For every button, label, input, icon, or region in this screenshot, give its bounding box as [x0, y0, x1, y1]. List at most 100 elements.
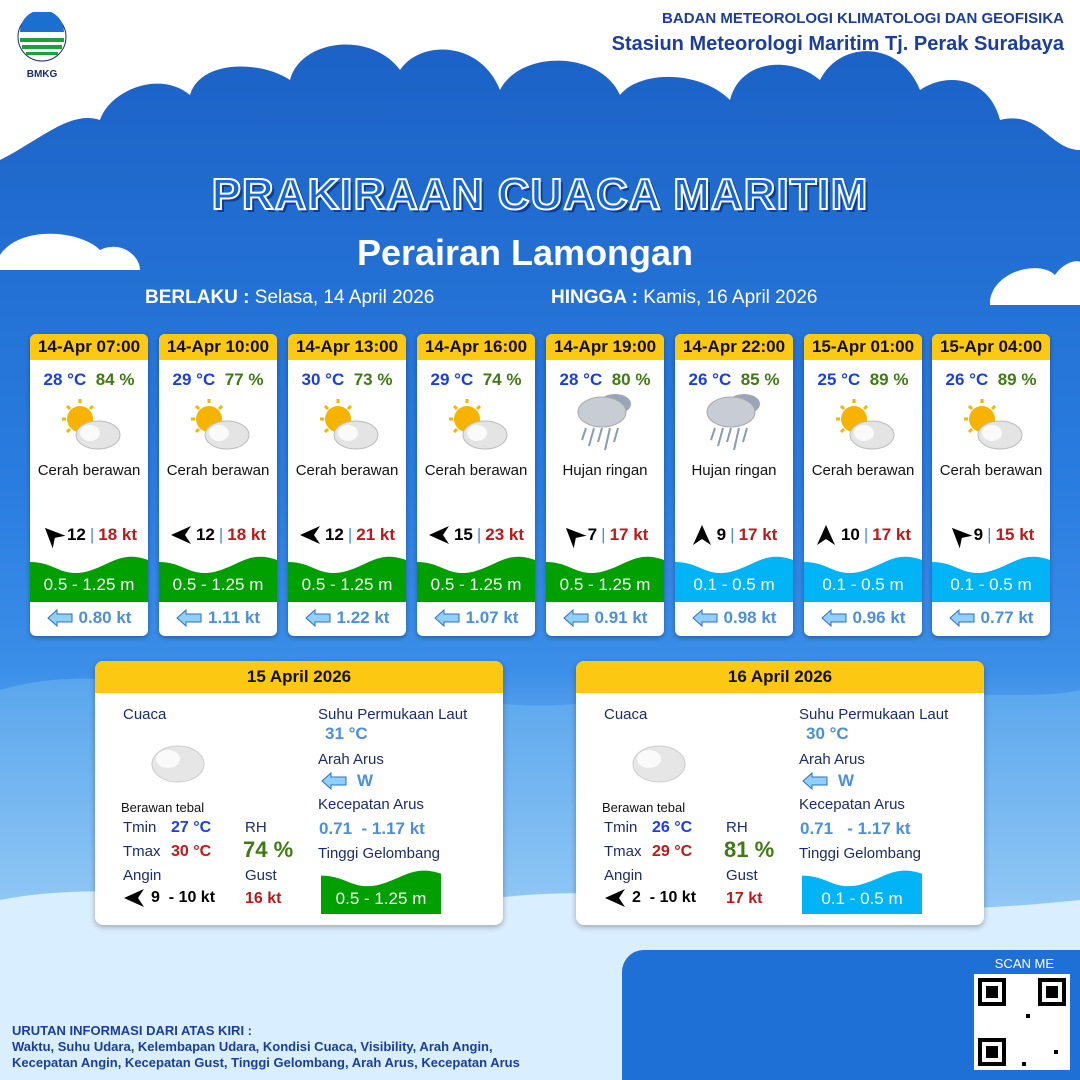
sun-cloud-icon: [30, 390, 148, 460]
forecast-time: 14-Apr 22:00: [675, 334, 793, 360]
wind-info: 9 | 17 kt: [675, 524, 793, 546]
tmin-value: 27 °C: [171, 819, 212, 836]
wind-direction-icon: [124, 889, 144, 907]
wind-info: 9 - 10 kt: [123, 887, 215, 909]
qr-code[interactable]: [974, 974, 1070, 1070]
temp-humidity: 29 °C 77 %: [159, 370, 277, 390]
wave-shape: [321, 866, 441, 918]
temperature: 25 °C: [817, 370, 861, 389]
sun-cloud-icon: [288, 390, 406, 460]
current-info: 0.80 kt: [30, 608, 148, 628]
wave-shape: [288, 552, 406, 602]
valid-from-label: BERLAKU :: [145, 287, 250, 308]
current-direction-label: Arah Arus: [799, 751, 865, 768]
panel-date: 15 April 2026: [95, 661, 503, 693]
forecast-time: 15-Apr 01:00: [804, 334, 922, 360]
forecast-card: 14-Apr 13:00 30 °C 73 % Cerah berawan 12…: [288, 334, 406, 636]
gust-value: 16 kt: [245, 890, 282, 907]
forecast-time: 14-Apr 16:00: [417, 334, 535, 360]
valid-to-date: Kamis, 16 April 2026: [643, 287, 818, 308]
sun-cloud-icon: [932, 390, 1050, 460]
tmin-label: Tmin: [123, 819, 157, 836]
wave-height: 0.5 - 1.25 m: [43, 575, 135, 594]
weather-condition: Berawan tebal: [121, 800, 205, 815]
wind-direction-icon: [816, 525, 835, 545]
weather-condition: Cerah berawan: [166, 462, 270, 479]
gust-label: Gust: [726, 867, 758, 884]
tmin-label: Tmin: [604, 819, 638, 836]
wave-shape: [675, 552, 793, 602]
wave-height: 0.5 - 1.25 m: [301, 575, 393, 594]
wind-speed: 12: [66, 525, 86, 544]
org-name: BADAN METEOROLOGI KLIMATOLOGI DAN GEOFIS…: [662, 10, 1064, 27]
rh-value: 74 %: [243, 837, 294, 862]
bmkg-logo: BMKG: [14, 10, 70, 80]
current-direction-value: W: [357, 771, 374, 790]
sst-label: Suhu Permukaan Laut: [799, 706, 949, 723]
humidity: 74 %: [482, 370, 522, 389]
wave-height: 0.5 - 1.25 m: [559, 575, 651, 594]
current-direction-label: Arah Arus: [318, 751, 384, 768]
current-speed-value: 0.71 - 1.17 kt: [319, 819, 425, 838]
rain-cloud-icon: [675, 390, 793, 460]
gust-value: 17 kt: [726, 890, 763, 907]
forecast-time: 15-Apr 04:00: [932, 334, 1050, 360]
current-direction-west-icon: [691, 609, 718, 627]
station-name: Stasiun Meteorologi Maritim Tj. Perak Su…: [611, 33, 1064, 55]
current-info: 0.98 kt: [675, 608, 793, 628]
forecast-card: 14-Apr 22:00 26 °C 85 % Hujan ringan 9 | 1…: [675, 334, 793, 636]
current-speed-value: 0.71 - 1.17 kt: [800, 819, 911, 838]
tmax-value: 30 °C: [171, 843, 212, 860]
cloud-icon: [143, 739, 213, 793]
temp-humidity: 28 °C 84 %: [30, 370, 148, 390]
gust-speed: 17 kt: [738, 525, 778, 544]
weather-condition: Hujan ringan: [691, 462, 777, 479]
wind-speed: 12: [324, 525, 344, 544]
page-title: PRAKIRAAN CUACA MARITIM: [211, 169, 869, 220]
gust-speed: 17 kt: [872, 525, 912, 544]
current-direction-west-icon: [304, 609, 331, 627]
humidity: 77 %: [224, 370, 264, 389]
current-info: 1.22 kt: [288, 608, 406, 628]
current-direction-west-icon: [948, 609, 975, 627]
wind-info: 9 | 15 kt: [932, 524, 1050, 549]
temperature: 29 °C: [430, 370, 474, 389]
forecast-time: 14-Apr 19:00: [546, 334, 664, 360]
current-direction-value: W: [838, 771, 855, 790]
wind-direction-icon: [565, 527, 587, 549]
current-speed: 1.11 kt: [208, 608, 260, 627]
weather-condition: Cerah berawan: [939, 462, 1043, 479]
wind-speed: 10: [840, 525, 860, 544]
wave-height: 0.5 - 1.25 m: [335, 889, 427, 908]
current-direction-west-icon: [802, 772, 828, 790]
wave-shape: [804, 552, 922, 602]
daily-panel-15-april: 15 April 2026 Cuaca Berawan tebal Tmin 2…: [95, 661, 503, 925]
wave-shape: [546, 552, 664, 602]
sst-value: 31 °C: [325, 724, 368, 743]
sst-label: Suhu Permukaan Laut: [318, 706, 468, 723]
current-direction-west-icon: [433, 609, 460, 627]
temperature: 28 °C: [559, 370, 603, 389]
wind-label: Angin: [123, 867, 162, 884]
wave-shape: [159, 552, 277, 602]
wave-height: 0.1 - 0.5 m: [693, 575, 775, 594]
temperature: 26 °C: [945, 370, 989, 389]
wave-label: Tinggi Gelombang: [318, 845, 441, 862]
current-direction-west-icon: [176, 609, 202, 627]
current-info: 0.77 kt: [932, 608, 1050, 628]
weather-condition: Berawan tebal: [602, 800, 686, 815]
wind-info: 7 | 17 kt: [546, 524, 664, 549]
gust-speed: 18 kt: [227, 525, 267, 544]
current-info: 0.96 kt: [804, 608, 922, 628]
forecast-card: 15-Apr 01:00 25 °C 89 % Cerah berawan 10…: [804, 334, 922, 636]
current-speed: 1.07 kt: [465, 608, 519, 627]
page-subtitle: Perairan Lamongan: [356, 232, 694, 273]
current-speed: 0.98 kt: [723, 608, 777, 627]
wind-direction-icon: [692, 525, 711, 545]
weather-condition: Cerah berawan: [37, 462, 141, 479]
footer-legend: URUTAN INFORMASI DARI ATAS KIRI : Waktu,…: [12, 1023, 520, 1071]
wind-direction-icon: [605, 889, 625, 907]
panel-date: 16 April 2026: [576, 661, 984, 693]
wind-direction-icon: [170, 526, 191, 544]
wave-height: 0.5 - 1.25 m: [430, 575, 522, 594]
